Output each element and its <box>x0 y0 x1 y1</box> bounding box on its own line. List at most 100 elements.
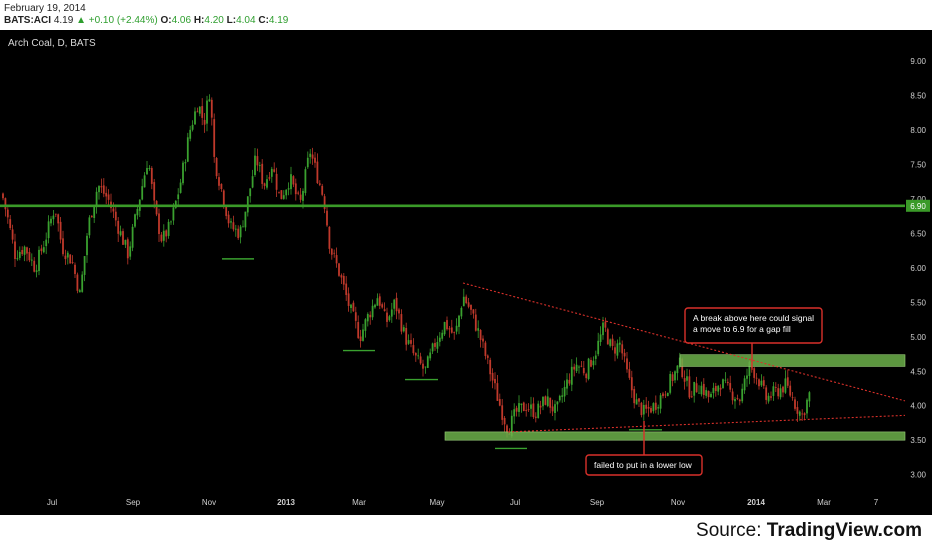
candle <box>328 226 331 254</box>
candle <box>69 253 72 264</box>
candle <box>352 300 355 312</box>
candle-body <box>81 274 84 292</box>
candle-body <box>287 188 290 190</box>
candle-body <box>731 391 734 401</box>
candle <box>683 370 686 390</box>
candle <box>275 167 278 197</box>
candle-body <box>93 205 96 218</box>
candle-body <box>285 189 288 196</box>
candle <box>287 182 290 196</box>
candle-body <box>494 378 496 384</box>
candle-body <box>530 404 532 409</box>
candle-body <box>86 235 88 256</box>
candle <box>213 113 216 163</box>
symbol-label: BATS:ACI <box>4 15 52 26</box>
candle <box>518 395 520 417</box>
candle-body <box>496 383 499 401</box>
candle <box>657 404 660 415</box>
candle-body <box>527 409 530 411</box>
candle <box>782 385 784 398</box>
candle <box>438 332 441 347</box>
price-tag-label: 6.90 <box>910 202 926 211</box>
candle <box>191 120 194 132</box>
candle-body <box>364 319 367 331</box>
candle-body <box>712 387 715 394</box>
candle-body <box>203 119 206 125</box>
candle <box>515 405 518 417</box>
candle-body <box>594 355 597 359</box>
candle <box>266 174 268 190</box>
candle <box>129 241 132 260</box>
candle-body <box>592 360 595 366</box>
candle-body <box>762 380 765 386</box>
candle <box>167 219 170 239</box>
candle-body <box>47 221 50 239</box>
last-price: 4.19 <box>53 15 74 26</box>
candle <box>431 342 434 355</box>
candle-body <box>566 379 568 389</box>
y-tick-label: 6.00 <box>910 264 926 273</box>
candle-body <box>390 309 393 317</box>
candle <box>532 397 535 419</box>
candle <box>88 215 91 239</box>
candle-body <box>189 129 192 139</box>
candle-body <box>318 183 321 185</box>
candle <box>671 371 674 387</box>
x-tick-label: 7 <box>874 498 879 507</box>
candle-body <box>246 196 249 213</box>
candle <box>114 204 117 227</box>
candle-body <box>376 298 379 306</box>
candle-body <box>405 327 408 345</box>
candle <box>527 403 530 412</box>
candle-body <box>402 327 405 332</box>
candle-body <box>54 213 57 215</box>
candle <box>386 307 388 328</box>
candle-body <box>66 252 69 258</box>
source-name: TradingView.com <box>766 520 922 541</box>
candle-body <box>760 380 763 386</box>
candle <box>220 183 223 192</box>
candle-body <box>162 230 165 241</box>
candle <box>592 356 595 370</box>
candle <box>316 153 319 185</box>
candle-body <box>753 368 756 378</box>
x-tick-label: May <box>429 498 444 507</box>
price-chart[interactable]: Arch Coal, D, BATS 3.00 3.50 4.00 4.50 5.00 5… <box>0 30 932 515</box>
candle <box>314 151 316 168</box>
x-tick-label: Mar <box>352 498 366 507</box>
candle <box>215 156 218 179</box>
candle <box>150 166 153 190</box>
candle <box>90 215 93 218</box>
candle <box>66 250 69 265</box>
candle <box>225 205 228 220</box>
candle-body <box>585 373 588 379</box>
candle-body <box>628 369 631 378</box>
candle-body <box>503 417 506 425</box>
candle-body <box>659 395 662 409</box>
candle <box>736 394 739 401</box>
candle <box>292 175 295 188</box>
candle <box>258 161 261 173</box>
candle <box>74 262 76 279</box>
candle <box>35 264 38 278</box>
candle-body <box>117 220 120 234</box>
candle-body <box>758 379 760 387</box>
candle <box>628 361 631 380</box>
candle-body <box>726 381 729 384</box>
candle <box>297 190 300 196</box>
candle <box>95 187 98 214</box>
candle-body <box>779 388 782 398</box>
candle-body <box>196 111 199 113</box>
candle <box>467 298 470 309</box>
candle <box>285 189 288 200</box>
candle <box>107 189 110 207</box>
candle <box>640 401 643 418</box>
candle-body <box>479 330 482 340</box>
candle-body <box>155 200 158 215</box>
candle-body <box>671 374 674 381</box>
candle <box>700 381 703 397</box>
candle-body <box>724 379 727 381</box>
candle <box>426 355 429 369</box>
candle-body <box>350 304 352 308</box>
